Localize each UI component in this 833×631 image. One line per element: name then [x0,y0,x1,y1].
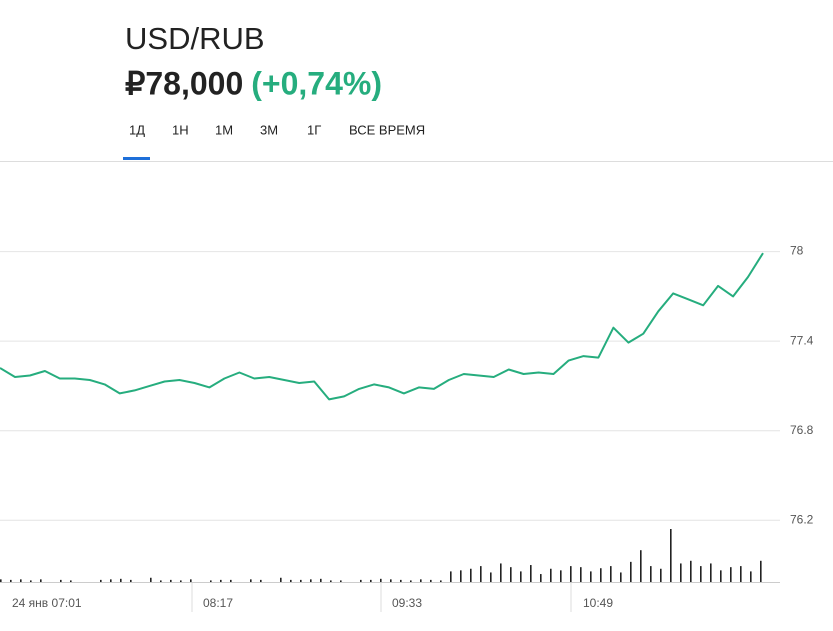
volume-bar [180,580,182,582]
y-tick-label: 78 [790,244,804,258]
volume-bar [190,579,192,582]
volume-bar [310,579,312,582]
volume-bar [650,566,652,582]
volume-bar [220,579,222,582]
volume-bar [280,577,282,582]
volume-bar [150,577,152,582]
volume-bar [570,566,572,582]
volume-bar [700,566,702,582]
volume-bar [230,579,232,582]
volume-bar [430,579,432,582]
tab[interactable]: 1Г [307,122,321,137]
volume-bar [670,529,672,582]
tab[interactable]: 1Д [129,122,145,137]
volume-bar [740,566,742,582]
volume-bar [20,579,22,582]
volume-bar [370,579,372,582]
volume-bar [450,571,452,582]
volume-bar [380,578,382,582]
tab[interactable]: 1Н [172,122,189,137]
volume-bar [540,574,542,582]
volume-bar [160,580,162,582]
tab-underline [123,157,150,160]
volume-bar [0,579,2,582]
volume-bar [340,580,342,582]
x-tick-label: 08:17 [203,596,233,610]
volume-bar [580,567,582,582]
volume-bar [170,579,172,582]
volume-bar [530,565,532,582]
volume-bar [730,567,732,582]
volume-bar [360,579,362,582]
volume-bar [420,579,422,582]
volume-bar [100,579,102,582]
volume-bar [600,568,602,582]
volume-bar [40,579,42,582]
volume-bar [690,560,692,582]
y-tick-label: 76.8 [790,423,814,437]
tab-bar: 1Д 1Н 1М 3М 1Г ВСЕ ВРЕМЯ [129,122,425,137]
volume-bar [210,580,212,582]
price: ₽78,000 [125,65,243,101]
volume-bar [410,580,412,582]
y-tick-label: 77.4 [790,333,814,347]
volume-bar [760,560,762,582]
volume-bar [460,570,462,582]
volume-bar [640,550,642,582]
volume-bar [130,579,132,582]
volume-bar [480,566,482,582]
pair-title: USD/RUB [125,21,265,56]
volume-bar [70,580,72,582]
volume-bar [60,579,62,582]
volume-bar [330,580,332,582]
volume-bar [500,563,502,582]
volume-bar [120,578,122,582]
tab[interactable]: ВСЕ ВРЕМЯ [349,122,425,137]
volume-bar [660,568,662,582]
volume-bar [560,570,562,582]
volume-bar [30,580,32,582]
x-tick-label: 24 янв 07:01 [12,596,82,610]
volume-bar [300,579,302,582]
volume-bar [250,579,252,582]
volume-bar [290,579,292,582]
volume-bar [110,579,112,582]
tab[interactable]: 1М [215,122,233,137]
volume-bar [520,571,522,582]
volume-bar [440,580,442,582]
tab[interactable]: 3М [260,122,278,137]
volume-bar [680,563,682,582]
volume-bar [390,579,392,582]
volume-bar [750,571,752,582]
volume-bar [620,572,622,582]
volume-bar [710,563,712,582]
volume-bar [400,579,402,582]
volume-bar [470,568,472,582]
volume-bar [590,571,592,582]
price-line [0,252,764,401]
volume-bar [260,579,262,582]
volume-bar [320,578,322,582]
volume-bar [720,570,722,582]
price-change: (+0,74%) [251,65,382,101]
y-tick-label: 76.2 [790,512,814,526]
volume-bar [10,579,12,582]
x-tick-label: 09:33 [392,596,422,610]
volume-bar [630,561,632,582]
volume-bar [550,568,552,582]
volume-bar [490,572,492,582]
x-tick-label: 10:49 [583,596,613,610]
volume-bar [510,567,512,582]
volume-bar [610,566,612,582]
